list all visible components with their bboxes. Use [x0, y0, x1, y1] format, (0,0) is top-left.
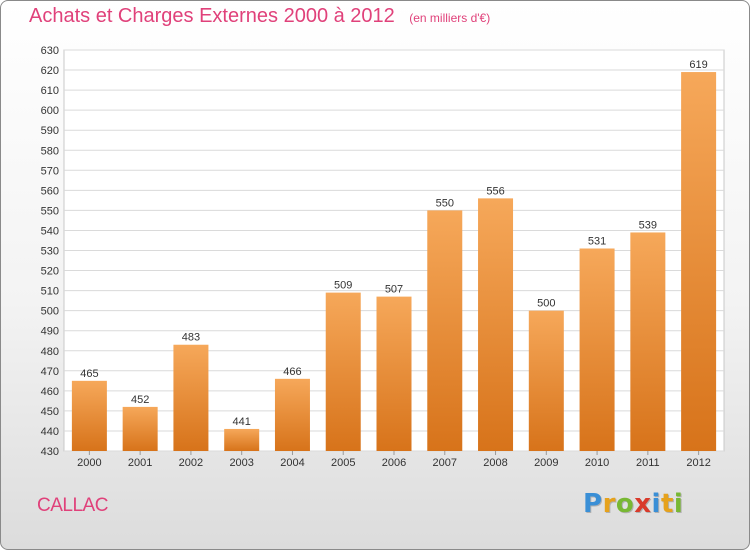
bar-2001 — [122, 406, 158, 451]
bar-2004 — [274, 378, 310, 451]
y-tick-label: 480 — [41, 346, 59, 358]
y-tick-label: 520 — [41, 266, 59, 278]
data-label-2009: 500 — [537, 298, 555, 310]
data-labels: 465 452 483 441 466 509 507 550 556 500 531 539 619 — [80, 59, 708, 428]
y-tick-label: 450 — [41, 406, 59, 418]
y-tick-label: 510 — [41, 286, 59, 298]
data-label-2007: 550 — [436, 197, 454, 209]
y-tick-label: 620 — [41, 65, 59, 77]
x-tick-label-2008: 2008 — [483, 457, 507, 469]
bar-2011 — [630, 232, 666, 451]
y-axis-ticks: 430 440 450 460 470 480 490 500 510 520 530 540 550 5… — [41, 45, 59, 458]
x-tick-label-2009: 2009 — [534, 457, 558, 469]
bar-2010 — [579, 248, 615, 451]
x-tick-label-2007: 2007 — [433, 457, 457, 469]
x-tick-label-2001: 2001 — [128, 457, 152, 469]
data-label-2008: 556 — [486, 185, 504, 197]
data-label-2011: 539 — [639, 219, 657, 231]
bar-2009 — [528, 310, 564, 451]
x-axis-ticks: 2000 2001 2002 2003 2004 2005 2006 2007 2008 2009… — [77, 451, 711, 469]
x-tick-label-2005: 2005 — [331, 457, 355, 469]
y-tick-label: 560 — [41, 185, 59, 197]
y-tick-label: 540 — [41, 225, 59, 237]
logo-letter: o — [615, 489, 635, 519]
bar-2012 — [681, 72, 717, 452]
y-tick-label: 500 — [41, 306, 59, 318]
y-tick-label: 530 — [41, 246, 59, 258]
chart-unit: (en milliers d'€) — [409, 11, 491, 25]
bar-2006 — [376, 296, 412, 451]
data-label-2001: 452 — [131, 394, 149, 406]
logo-letter: P — [583, 489, 603, 519]
y-tick-label: 470 — [41, 366, 59, 378]
y-tick-label: 440 — [41, 426, 59, 438]
bar-2000 — [71, 380, 107, 451]
data-label-2006: 507 — [385, 284, 403, 296]
x-tick-label-2012: 2012 — [686, 457, 710, 469]
data-label-2002: 483 — [182, 332, 200, 344]
bar-2002 — [173, 344, 209, 451]
y-tick-label: 550 — [41, 205, 59, 217]
y-tick-label: 490 — [41, 326, 59, 338]
proxiti-logo: Proxiti — [583, 489, 683, 519]
logo-letter: t — [660, 489, 674, 519]
y-tick-label: 430 — [41, 446, 59, 458]
logo-letter: i — [673, 489, 684, 519]
logo-letter: i — [651, 489, 661, 519]
logo-letter: x — [634, 489, 652, 519]
y-tick-label: 600 — [41, 105, 59, 117]
data-label-2003: 441 — [233, 416, 251, 428]
x-tick-label-2000: 2000 — [77, 457, 101, 469]
x-tick-label-2010: 2010 — [585, 457, 609, 469]
y-tick-label: 580 — [41, 145, 59, 157]
data-label-2010: 531 — [588, 235, 606, 247]
logo-letter: r — [602, 489, 616, 519]
commune-name: CALLAC — [37, 495, 108, 516]
data-label-2004: 466 — [283, 366, 301, 378]
y-tick-label: 590 — [41, 125, 59, 137]
title-row: Achats et Charges Externes 2000 à 2012 (… — [29, 5, 490, 28]
data-label-2005: 509 — [334, 280, 352, 292]
bar-2003 — [224, 428, 260, 451]
y-tick-label: 630 — [41, 45, 59, 57]
bars — [71, 72, 717, 452]
chart-title: Achats et Charges Externes 2000 à 2012 — [29, 5, 395, 27]
y-tick-label: 610 — [41, 85, 59, 97]
x-tick-label-2011: 2011 — [636, 457, 660, 469]
x-tick-label-2004: 2004 — [280, 457, 304, 469]
x-tick-label-2003: 2003 — [229, 457, 253, 469]
x-tick-label-2006: 2006 — [382, 457, 406, 469]
y-tick-label: 570 — [41, 165, 59, 177]
bar-2005 — [325, 292, 361, 451]
bar-2007 — [427, 210, 463, 451]
data-label-2000: 465 — [80, 368, 98, 380]
x-tick-label-2002: 2002 — [179, 457, 203, 469]
y-tick-label: 460 — [41, 386, 59, 398]
bar-2008 — [478, 198, 514, 451]
data-label-2012: 619 — [689, 59, 707, 71]
